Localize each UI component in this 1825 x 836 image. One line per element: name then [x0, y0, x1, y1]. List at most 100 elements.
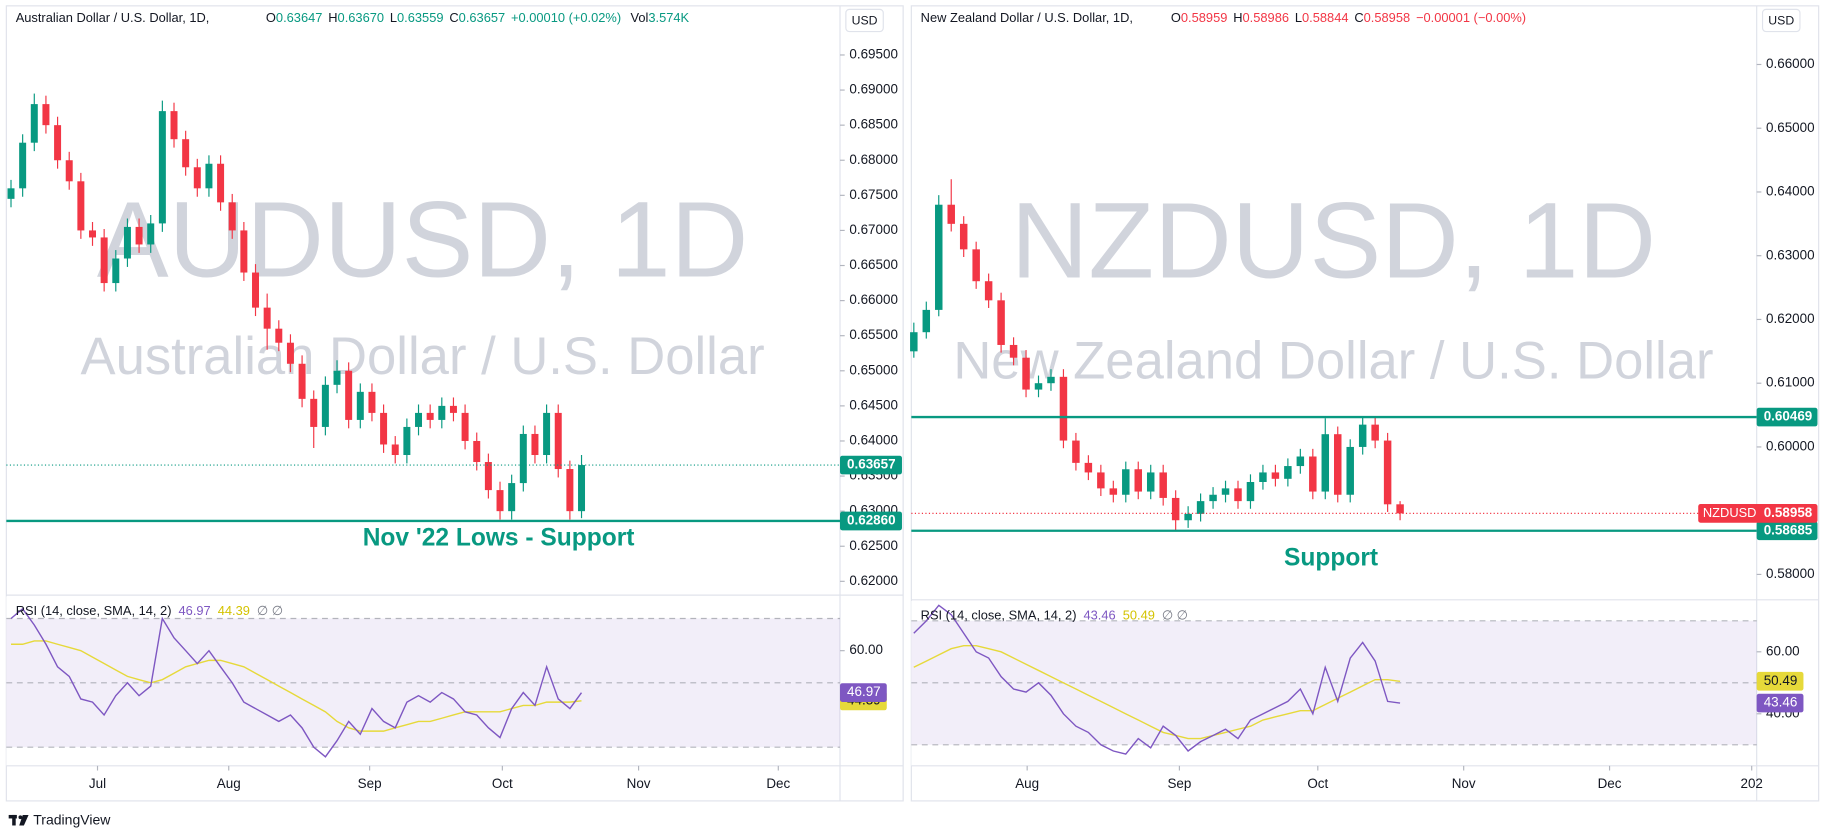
ohlc-value: 0.58986 — [1243, 10, 1289, 25]
price-tag — [1756, 407, 1818, 427]
candle-body — [1034, 383, 1043, 390]
candle-body — [77, 181, 85, 231]
candle-body — [112, 258, 120, 284]
y-tick-label: 0.65500 — [849, 327, 898, 342]
watermark: NZDUSD, 1D — [1011, 180, 1656, 300]
candle-body — [935, 204, 943, 310]
y-tick-label: 0.62500 — [849, 538, 898, 553]
x-tick-label: Aug — [1015, 776, 1039, 791]
candle-body — [910, 332, 918, 352]
last-price-tag — [840, 455, 902, 475]
logo-stem — [12, 814, 16, 826]
x-tick-label: Nov — [627, 776, 651, 791]
rsi-title: RSI (14, close, SMA, 14, 2) — [16, 603, 172, 618]
rsi-y-tick-label: 60.00 — [1766, 643, 1800, 658]
candle-body — [310, 398, 318, 427]
candle-body — [123, 226, 131, 259]
candle-body — [65, 160, 73, 182]
candle-body — [1221, 488, 1230, 495]
candle-body — [566, 469, 574, 512]
price-tag-label: 0.58685 — [1764, 522, 1813, 537]
candle-body — [263, 307, 271, 329]
symbol-tag-label: NZDUSD — [1703, 505, 1757, 520]
x-tick-label: Oct — [1307, 776, 1328, 791]
candle-body — [100, 237, 108, 284]
change-value: −0.00001 (−0.00%) — [1416, 10, 1526, 25]
logo — [8, 814, 29, 826]
candle-body — [298, 363, 306, 399]
candle-body — [1296, 456, 1305, 467]
ohlc-label: C — [1354, 10, 1363, 25]
y-tick-label: 0.68500 — [849, 117, 898, 132]
candle-body — [947, 204, 955, 224]
ohlc-value: 0.58844 — [1302, 10, 1348, 25]
y-tick-label: 0.62000 — [1766, 311, 1815, 326]
annotation: Support — [1284, 544, 1378, 571]
ohlc-label: O — [266, 10, 276, 25]
ohlc-value: 0.63559 — [397, 10, 443, 25]
candle-body — [158, 111, 166, 224]
rsi-y-tick-label: 60.00 — [849, 642, 883, 657]
x-tick-label: Oct — [492, 776, 513, 791]
x-tick-label: Nov — [1452, 776, 1476, 791]
candle-body — [368, 391, 376, 413]
rsi-value-label: 43.46 — [1764, 695, 1798, 710]
candle-body — [554, 412, 562, 470]
y-tick-label: 0.62000 — [849, 573, 898, 588]
symbol-title: New Zealand Dollar / U.S. Dollar, 1D, — [921, 10, 1133, 25]
last-price-label: 0.63657 — [847, 457, 896, 472]
candle-body — [473, 440, 481, 463]
candle-body — [543, 412, 551, 456]
rsi-title-na: ∅ ∅ — [257, 603, 283, 618]
y-tick-label: 0.58000 — [1766, 566, 1815, 581]
y-tick-label: 0.66500 — [849, 257, 898, 272]
candle-body — [1383, 440, 1392, 505]
ohlc-label: C — [449, 10, 458, 25]
candle-body — [1171, 497, 1180, 521]
candle-body — [984, 281, 993, 301]
price-tag — [1756, 521, 1818, 541]
ohlc-value: 0.58958 — [1364, 10, 1410, 25]
candle-body — [252, 272, 260, 308]
candle-body — [426, 412, 434, 420]
candle-body — [7, 188, 15, 199]
x-tick-label: Sep — [358, 776, 382, 791]
candle-body — [959, 223, 968, 250]
annotation: Nov '22 Lows - Support — [363, 524, 635, 551]
candle-body — [1084, 462, 1093, 473]
x-tick-label: Dec — [1598, 776, 1622, 791]
candle-body — [1059, 376, 1068, 441]
y-tick-label: 0.67000 — [849, 222, 898, 237]
candle-body — [1309, 456, 1317, 492]
candle-body — [356, 391, 364, 420]
ohlc-value: 0.63657 — [459, 10, 505, 25]
candle-body — [1246, 481, 1255, 502]
candle-body — [1122, 469, 1130, 495]
candle-body — [1196, 501, 1205, 514]
candle-body — [461, 412, 469, 441]
rsi-value-label: 50.49 — [1764, 673, 1798, 688]
watermark-subtitle: New Zealand Dollar / U.S. Dollar — [953, 332, 1713, 391]
candle-body — [1022, 357, 1030, 390]
candle-body — [415, 412, 423, 427]
ohlc-value: 0.63647 — [276, 10, 322, 25]
candle-body — [30, 104, 38, 143]
y-tick-label: 0.63000 — [1766, 247, 1815, 262]
candle-body — [508, 483, 516, 512]
x-tick-label: Dec — [766, 776, 790, 791]
watermark-subtitle: Australian Dollar / U.S. Dollar — [81, 327, 765, 386]
footer-brand: TradingView — [33, 812, 111, 828]
candle-body — [1358, 424, 1367, 447]
candle-body — [1097, 472, 1105, 489]
y-tick-label: 0.64500 — [849, 397, 898, 412]
candle-body — [1346, 446, 1354, 495]
ohlc-value: 0.63670 — [338, 10, 384, 25]
change-value: +0.00010 (+0.02%) — [511, 10, 621, 25]
candle-body — [54, 125, 62, 161]
candle-body — [403, 426, 411, 456]
candle-body — [135, 226, 143, 245]
logo-slash — [19, 814, 29, 826]
candle-body — [380, 412, 388, 445]
symbol-title: Australian Dollar / U.S. Dollar, 1D, — [16, 10, 210, 25]
ohlc-label: H — [328, 10, 337, 25]
